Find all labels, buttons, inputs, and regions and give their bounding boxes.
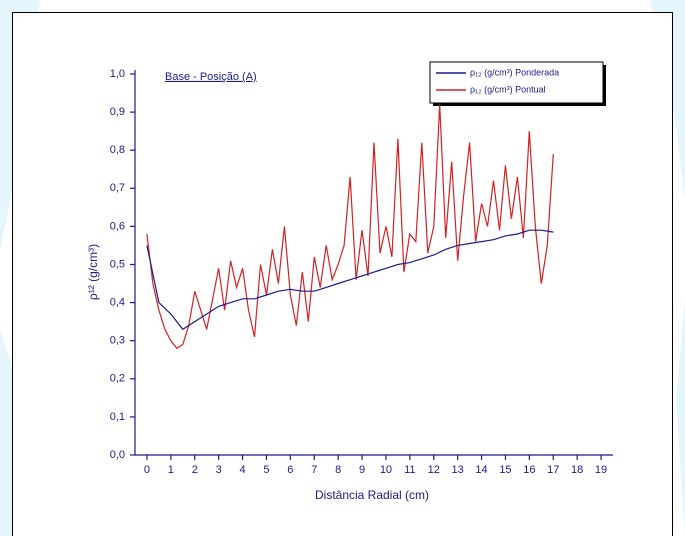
decoration [650, 0, 685, 536]
x-tick-label: 16 [523, 464, 535, 476]
x-tick-label: 9 [359, 464, 365, 476]
x-tick-label: 3 [216, 464, 222, 476]
x-axis-label: Distância Radial (cm) [315, 488, 429, 502]
y-tick-label: 0,5 [110, 258, 125, 270]
x-tick-label: 5 [263, 464, 269, 476]
x-tick-label: 2 [192, 464, 198, 476]
x-tick-label: 18 [571, 464, 583, 476]
x-tick-label: 1 [168, 464, 174, 476]
y-tick-label: 0,6 [110, 220, 125, 232]
y-tick-label: 1,0 [110, 68, 125, 80]
legend-label: ρ₁₂ (g/cm³) Ponderada [470, 67, 559, 77]
x-tick-label: 11 [404, 464, 415, 476]
x-tick-label: 14 [475, 464, 487, 476]
legend: ρ₁₂ (g/cm³) Ponderada ρ₁₂ (g/cm³) Pontual [429, 61, 606, 106]
x-tick-label: 8 [335, 464, 341, 476]
x-tick-label: 4 [239, 464, 245, 476]
x-tick-label: 19 [595, 464, 607, 476]
legend-label: ρ₁₂ (g/cm³) Pontual [470, 84, 546, 94]
y-tick-label: 0,0 [110, 449, 125, 461]
series-line [146, 229, 554, 331]
x-tick-label: 6 [287, 464, 293, 476]
legend-box [429, 61, 604, 104]
y-tick-label: 0,2 [110, 373, 125, 385]
x-tick-label: 10 [380, 464, 392, 476]
y-tick-label: 0,8 [110, 144, 125, 156]
x-tick-label: 17 [547, 464, 559, 476]
y-tick-label: 0,1 [110, 411, 125, 423]
x-tick-label: 15 [499, 464, 511, 476]
x-tick-label: 7 [311, 464, 317, 476]
y-tick-label: 0,4 [110, 297, 125, 309]
x-tick-label: 13 [452, 464, 464, 476]
x-tick-label: 12 [428, 464, 440, 476]
decoration [0, 0, 40, 536]
series-line [146, 104, 554, 350]
annotation: Base - Posição (A) [165, 71, 257, 83]
y-tick-label: 0,9 [110, 106, 125, 118]
y-tick-label: 0,3 [110, 335, 125, 347]
y-axis-label: ρ¹² (g/cm³) [86, 244, 100, 300]
x-tick-label: 0 [144, 464, 150, 476]
y-tick-label: 0,7 [110, 182, 125, 194]
